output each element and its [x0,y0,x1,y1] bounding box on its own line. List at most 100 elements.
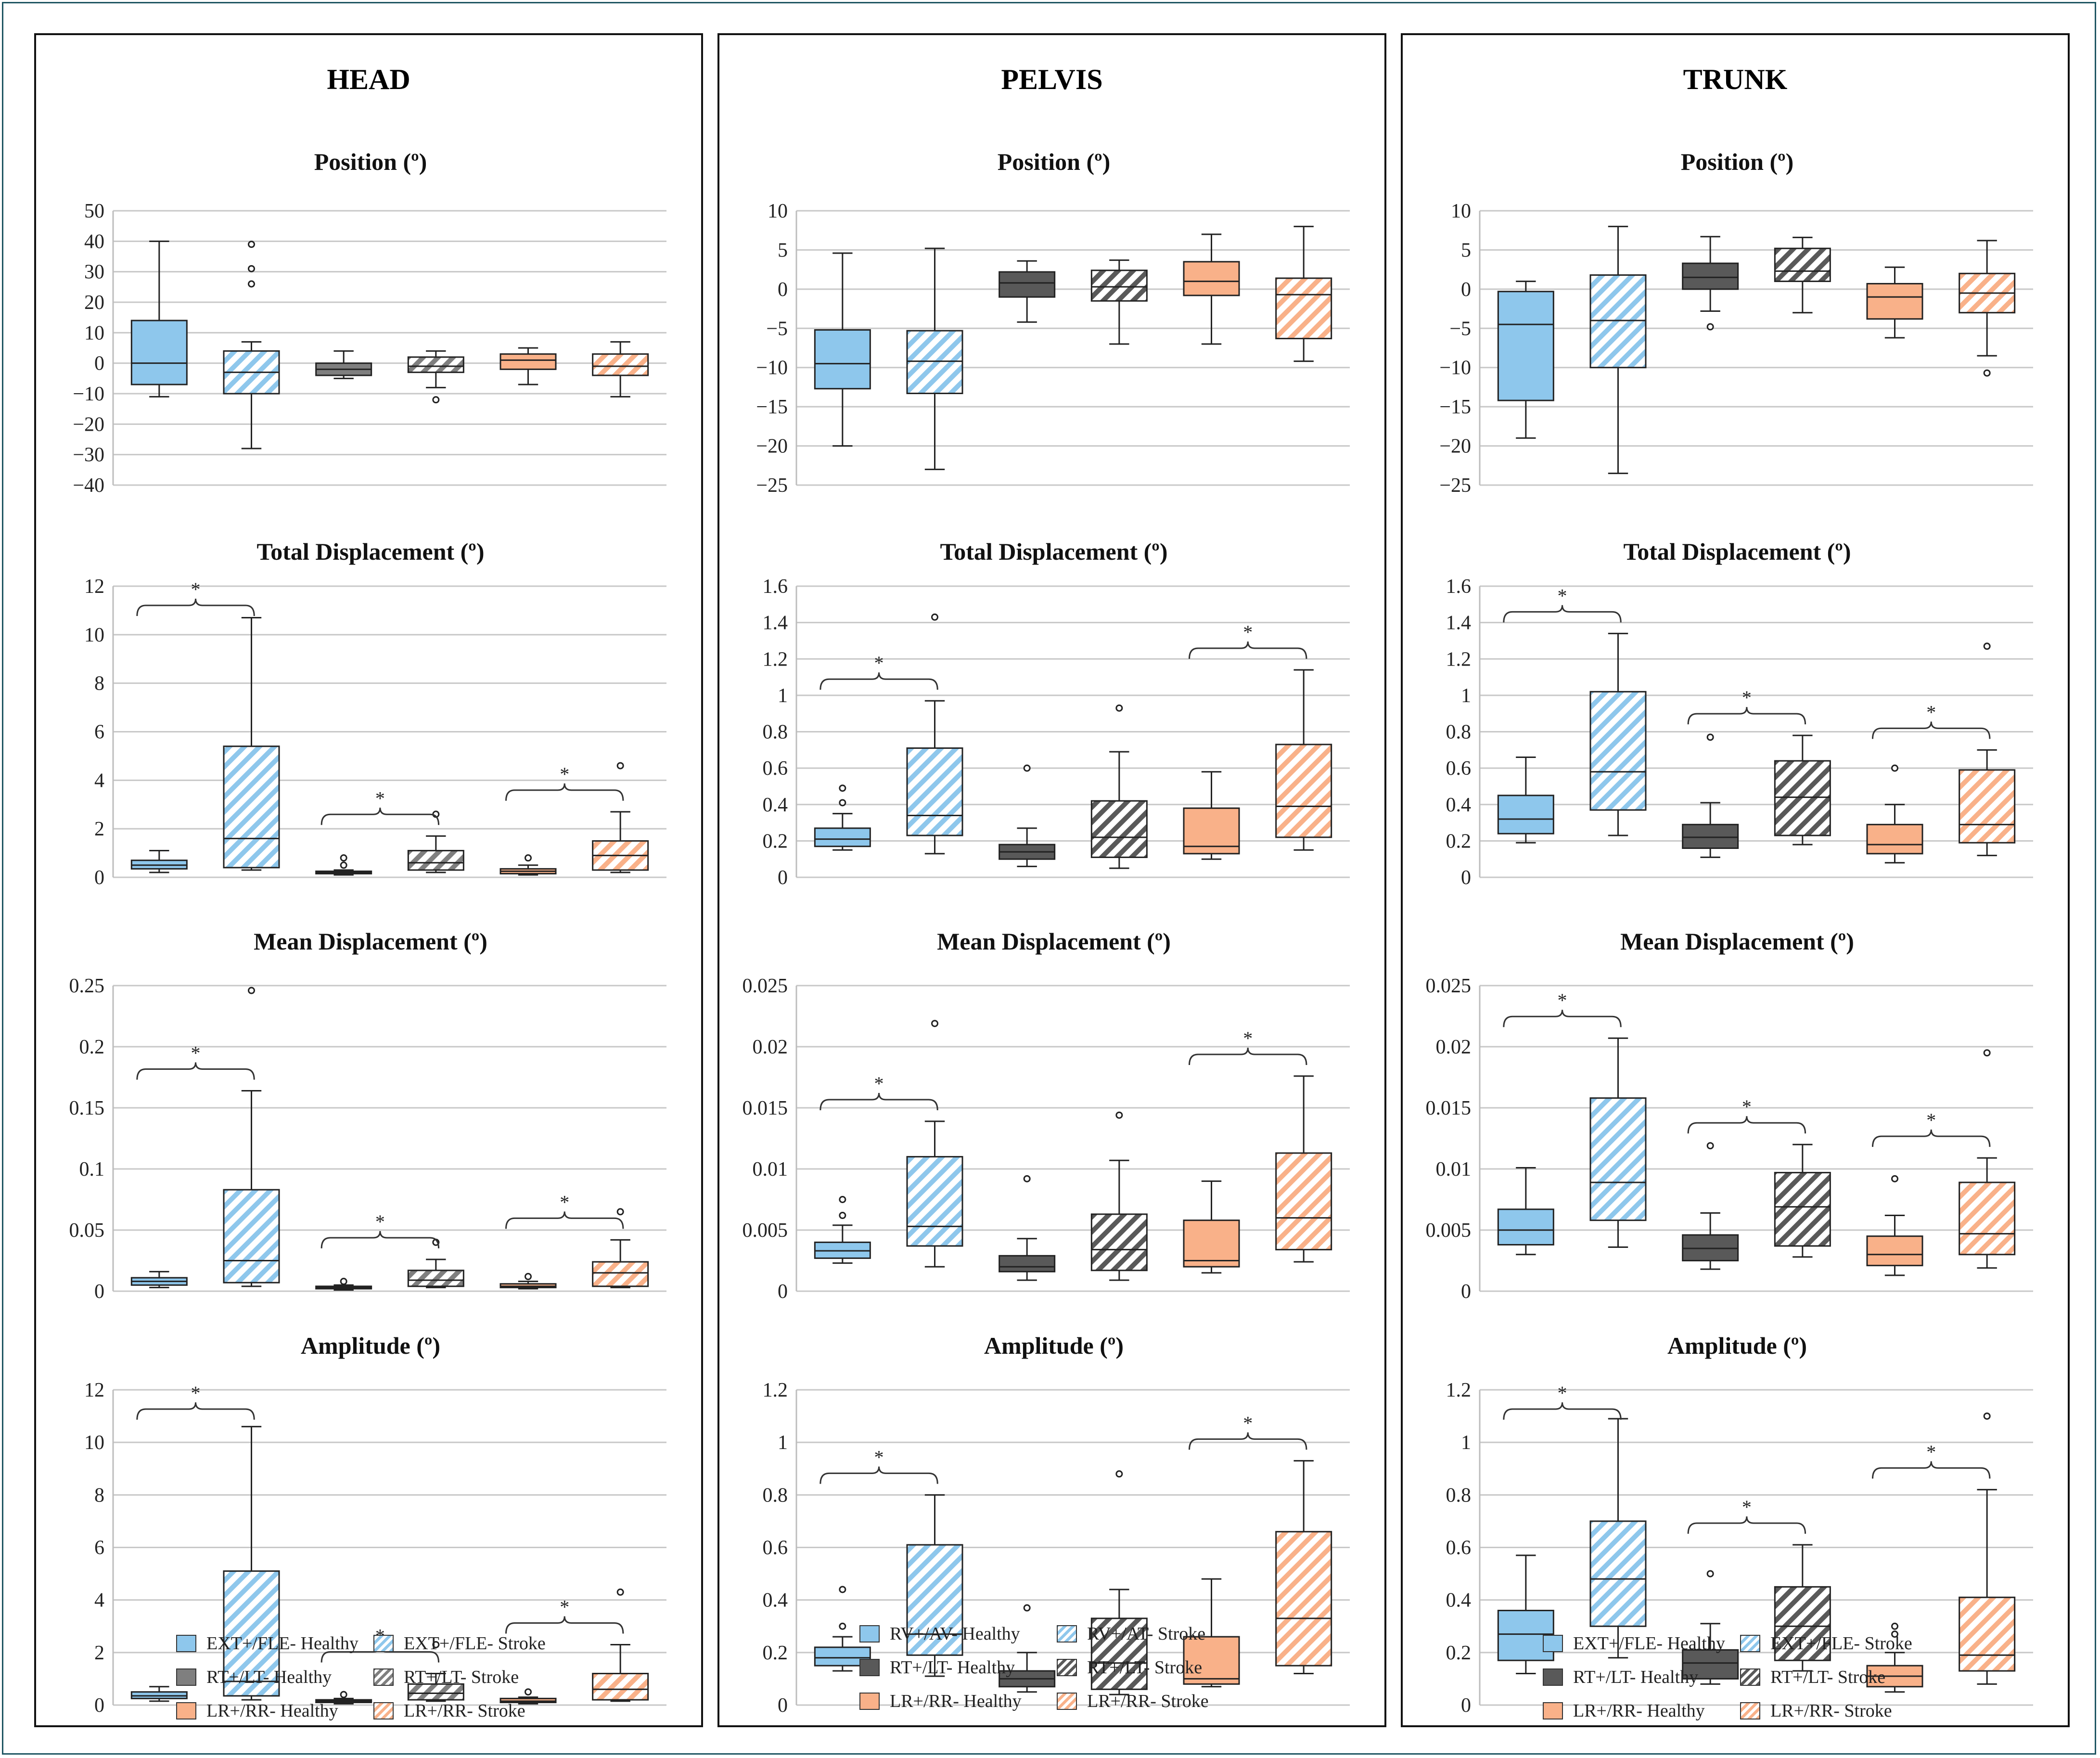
panel-title: HEAD [327,64,410,95]
box-iqr [223,1189,280,1283]
y-tick-label: 1.2 [763,1379,788,1401]
box-rv-at-stroke [906,247,963,470]
box-rt-lt-healthy [999,260,1056,323]
box-ext-fle-healthy [1497,281,1554,439]
legend-label: LR+/RR- Stroke [1087,1691,1209,1711]
box-iqr [407,1683,464,1701]
panel-trunk: TRUNK Position (º) 10 5 0 −5 −10 −15 −20 −25 Tot… [1401,33,2070,1727]
y-tick-label: 0 [94,1694,104,1717]
y-tick-label: 10 [768,200,788,222]
box-ext-fle-stroke [223,241,280,449]
y-tick-label: 1.6 [763,576,788,598]
significance-brace: * [1503,989,1622,1027]
y-tick-label: 0.1 [79,1158,105,1181]
legend-item: LR+/RR- Healthy [1542,1700,1705,1721]
significance-star: * [1243,621,1253,643]
box-lr-rr-healthy [499,1273,557,1290]
box-rt-lt-stroke [1090,704,1148,869]
y-tick-label: 0 [94,867,104,889]
box-rt-lt-stroke [1774,236,1831,314]
y-tick-label: −15 [1439,396,1471,418]
outlier-point [248,987,255,994]
swatch-fill [1057,1693,1077,1710]
legend-label: RT+/LT- Stroke [1087,1657,1203,1678]
outlier-point [1891,764,1898,772]
box-iqr [1183,261,1240,296]
y-tick-label: 5 [778,239,788,261]
box-iqr [1682,1649,1739,1680]
outlier-point [1115,704,1123,712]
chart-title: Amplitude (º) [1667,1332,1807,1359]
box-iqr [1497,291,1554,401]
y-tick-label: 0.25 [69,975,105,997]
box-rt-lt-healthy [999,1175,1056,1281]
y-tick-label: 0.4 [763,1590,788,1612]
box-iqr [1866,1235,1923,1267]
y-tick-label: 0.01 [1436,1158,1472,1181]
significance-brace: * [1687,687,1806,725]
box-rt-lt-healthy [1682,236,1739,331]
chart-amplitude: Amplitude (º) 1.2 1 0.8 0.6 0.4 0.2 0 * * * [1446,1332,2033,1717]
outlier-point [525,1273,532,1281]
legend-item: RT+/LT- Stroke [1740,1667,1885,1688]
y-tick-label: 0 [1461,1281,1471,1303]
chart-title: Total Displacement (º) [940,538,1168,565]
brace-path [820,1466,938,1484]
chart-title: Total Displacement (º) [1624,538,1851,565]
swatch-fill [1543,1635,1563,1652]
legend-label: EXT+/FLE- Stroke [404,1633,546,1654]
significance-star: * [191,1382,201,1404]
legend-swatch [176,1668,196,1686]
outlier-point [839,1212,846,1219]
swatch-fill [859,1625,880,1643]
outlier-point [1115,1111,1123,1119]
legend-item: LR+/RR- Healthy [859,1691,1022,1712]
chart-position: Position (º) 10 5 0 −5 −10 −15 −20 −25 [1439,148,2033,497]
box-ext-fle-healthy [1497,1554,1554,1674]
box-lr-rr-stroke [1959,1412,2016,1685]
box-iqr [223,745,280,869]
outlier-point [616,1208,624,1216]
y-tick-label: −25 [1439,475,1471,497]
y-tick-label: 0.6 [1446,1537,1472,1559]
swatch-fill [373,1635,394,1652]
significance-brace: * [505,763,624,801]
legend-label: RT+/LT- Stroke [1770,1667,1886,1687]
y-tick-label: −30 [73,444,104,466]
box-lr-rr-healthy [499,1688,557,1705]
outlier-point [839,799,846,807]
legend-item: LR+/RR- Stroke [373,1700,525,1721]
significance-star: * [191,578,201,600]
box-lr-rr-healthy [1866,764,1923,864]
box-iqr [592,1673,649,1701]
legend-label: RV+/AT- Stroke [1087,1624,1206,1644]
significance-brace: * [320,787,440,825]
box-lr-rr-stroke [1275,1075,1332,1263]
y-tick-label: 10 [84,1432,104,1454]
y-tick-label: 1.2 [1446,1379,1472,1401]
box-lr-rr-stroke [1275,226,1332,362]
significance-brace: * [1872,1441,1991,1479]
significance-brace: * [136,1382,255,1420]
box-lr-rr-healthy [499,347,557,385]
brace-path [820,672,938,690]
outlier-point [839,1196,846,1203]
box-iqr [1589,274,1647,369]
y-tick-label: 0 [778,1281,788,1303]
box-lr-rr-stroke [592,1208,649,1288]
brace-path [136,1062,255,1080]
box-lr-rr-stroke [1275,1460,1332,1674]
swatch-fill [1543,1668,1563,1686]
y-tick-label: 0.15 [69,1097,105,1119]
legend-label: LR+/RR- Stroke [404,1701,525,1721]
legend-item: LR+/RR- Healthy [176,1700,338,1721]
box-ext-fle-stroke [223,1425,280,1701]
y-tick-label: 0.6 [763,1537,788,1559]
legend-label: EXT+/FLE- Healthy [1573,1633,1725,1654]
significance-star: * [375,787,385,809]
brace-path [1687,1516,1806,1534]
brace-path [1189,1432,1307,1450]
y-tick-label: 40 [84,231,104,253]
y-tick-label: −25 [756,475,788,497]
legend-label: LR+/RR- Stroke [1770,1701,1892,1721]
